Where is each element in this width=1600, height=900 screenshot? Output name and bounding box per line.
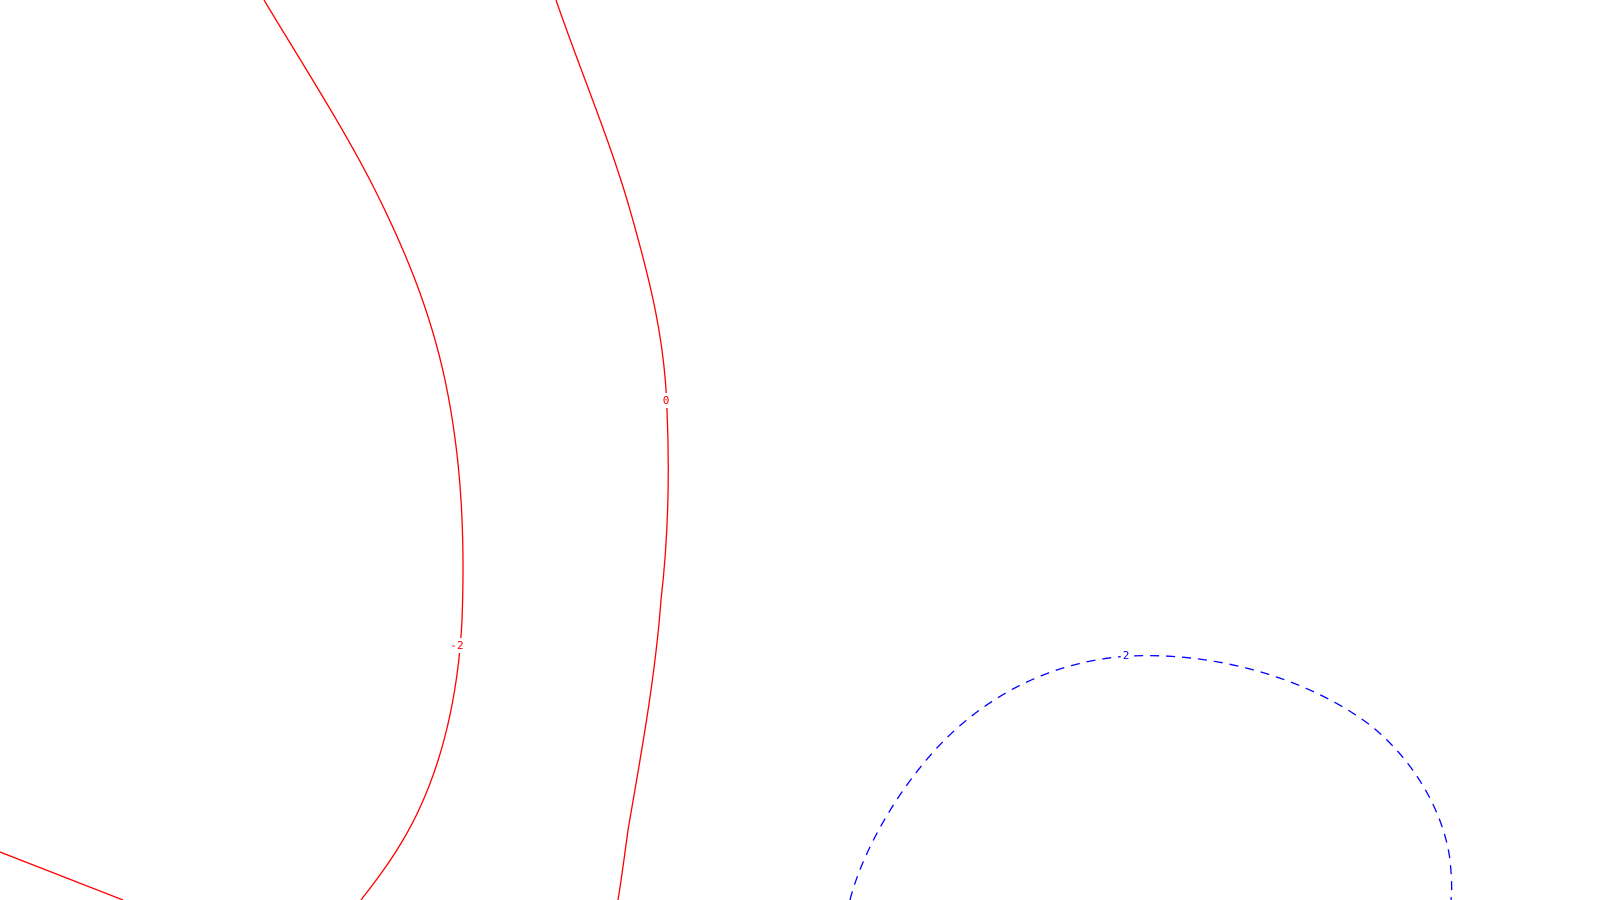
contour-line-minus2-corner xyxy=(0,851,124,900)
contour-label: 2 xyxy=(1123,649,1130,662)
contour-label: 0 xyxy=(663,394,670,407)
contour-label-background xyxy=(660,393,672,408)
contour-line-plus2 xyxy=(849,654,1453,900)
contour-label-background xyxy=(1120,648,1132,663)
contour-line-minus2 xyxy=(263,0,464,900)
contour-label-background xyxy=(448,638,466,653)
contour-label: -2 xyxy=(450,639,463,652)
contour-line-zero xyxy=(555,0,669,900)
